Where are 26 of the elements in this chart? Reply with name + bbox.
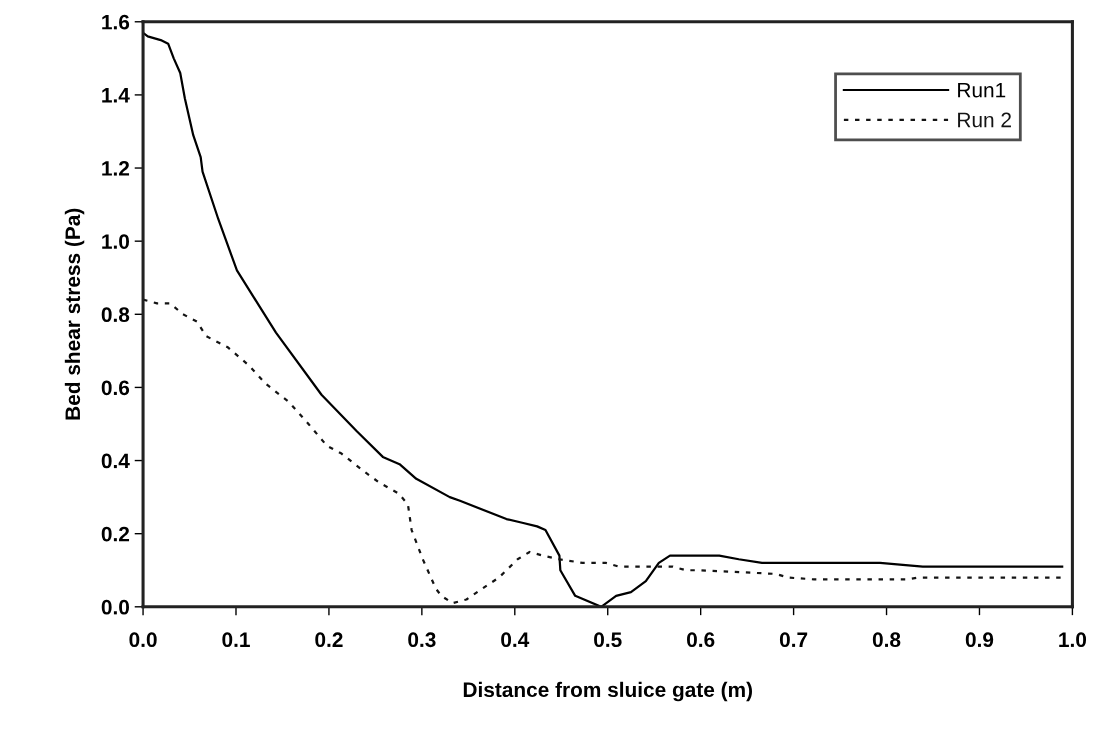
x-tick-label: 0.5 — [594, 632, 622, 648]
y-tick-label: 1.4 — [102, 88, 130, 103]
y-tick-label: 0.4 — [101, 453, 130, 469]
y-tick-label: 0.2 — [101, 526, 130, 542]
x-tick-label: 0.4 — [501, 632, 530, 648]
line-series — [143, 298, 1064, 605]
y-tick-label: 0.8 — [101, 307, 130, 323]
y-tick-label: 0.0 — [101, 599, 130, 615]
x-tick-label: 0.3 — [408, 632, 436, 648]
y-tick-label: 1.0 — [102, 234, 130, 249]
x-tick-label: 0.9 — [965, 632, 994, 648]
x-tick-label: 0.2 — [315, 632, 343, 648]
x-tick-label: 1.0 — [1059, 632, 1087, 648]
x-tick-label: 0.7 — [779, 632, 808, 648]
x-tick-label: 0.1 — [222, 632, 250, 648]
y-tick-label: 1.6 — [102, 14, 130, 30]
text: Run1 — [958, 82, 1006, 98]
y-axis-title: Bed shear stress (Pa) — [64, 208, 85, 420]
y-tick-label: 0.6 — [101, 380, 130, 396]
line-series — [143, 31, 1064, 607]
x-axis-title: Distance from sluice gate (m) — [463, 681, 752, 702]
y-tick-label: 1.2 — [102, 161, 130, 176]
x-tick-label: 0.6 — [687, 632, 715, 648]
x-tick-label: 0.0 — [129, 632, 157, 648]
x-tick-label: 0.8 — [872, 632, 901, 648]
text: Run 2 — [958, 112, 1011, 128]
